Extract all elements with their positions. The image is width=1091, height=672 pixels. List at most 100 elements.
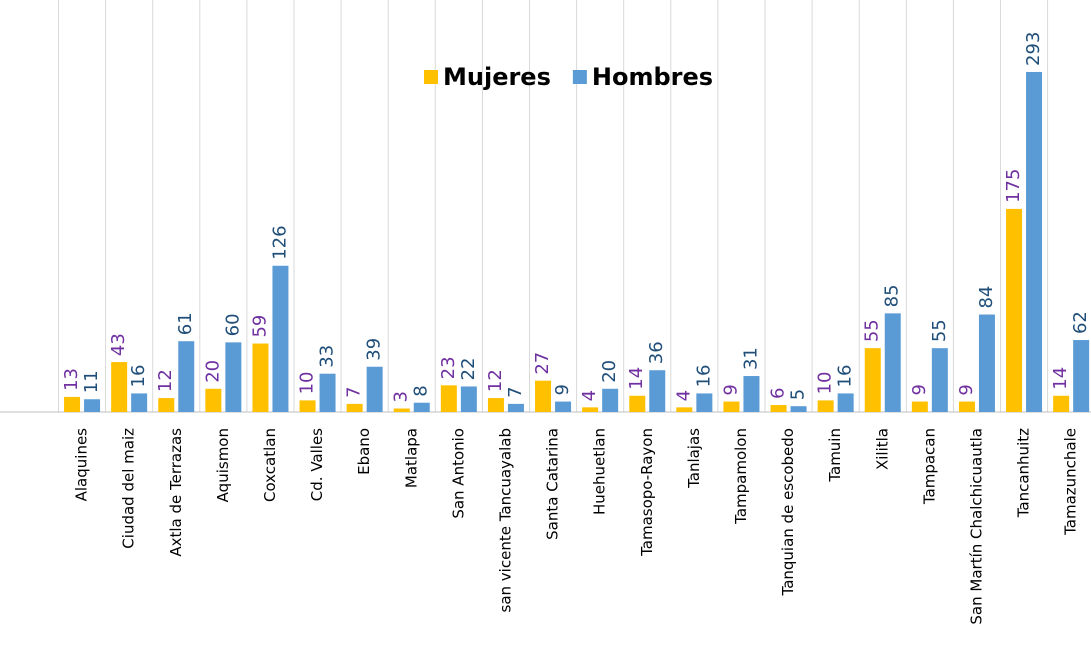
bar: [1073, 340, 1090, 412]
data-label: 9: [552, 384, 573, 395]
x-tick-label: Cd. Valles: [308, 428, 326, 501]
data-label: 7: [505, 386, 526, 397]
x-tick-label: Tampamolon: [732, 428, 750, 525]
bar: [225, 342, 242, 412]
data-label: 22: [458, 358, 479, 381]
x-tick-label: Ebano: [355, 428, 373, 475]
data-label: 16: [835, 365, 856, 388]
bar: [931, 348, 948, 412]
data-label: 27: [532, 352, 553, 375]
bar: [817, 400, 834, 412]
bar: [837, 393, 854, 412]
bar: [1026, 71, 1043, 413]
x-tick-label: Huehuetlan: [591, 428, 609, 515]
data-label: 6: [768, 388, 789, 399]
data-label: 12: [485, 369, 506, 392]
x-tick-label: Tamasopo-Rayon: [638, 428, 656, 557]
bar: [649, 370, 666, 412]
data-label: 11: [81, 370, 102, 393]
bar: [440, 385, 457, 412]
x-tick-label: San Antonio: [449, 428, 467, 519]
bar: [64, 396, 81, 412]
legend: Mujeres Hombres: [424, 63, 713, 91]
data-label: 14: [1050, 367, 1071, 390]
data-label: 31: [740, 347, 761, 370]
data-label: 85: [882, 284, 903, 307]
bar: [958, 401, 975, 412]
bar: [131, 393, 148, 412]
bar: [602, 388, 619, 412]
data-label: 9: [720, 384, 741, 395]
bar: [111, 362, 128, 412]
x-tick-label: Tamazunchale: [1062, 428, 1080, 536]
x-tick-label: San Martín Chalchicuautla: [967, 428, 985, 625]
data-label: 39: [364, 338, 385, 361]
data-label: 16: [128, 365, 149, 388]
data-label: 7: [344, 386, 365, 397]
bar: [676, 407, 693, 412]
bar: [911, 401, 928, 412]
data-label: 12: [155, 369, 176, 392]
bar: [864, 348, 881, 412]
bar: [1006, 208, 1023, 412]
legend-swatch: [424, 70, 438, 84]
data-label: 9: [956, 384, 977, 395]
data-label: 20: [202, 360, 223, 383]
x-tick-label: Axtla de Terrazas: [167, 428, 185, 557]
bar: [205, 388, 222, 412]
bar: [272, 265, 289, 412]
data-label: 8: [411, 385, 432, 396]
data-label: 20: [599, 360, 620, 383]
bar: [413, 402, 430, 412]
x-tick-label: Tampacan: [920, 428, 938, 505]
bar: [555, 401, 572, 412]
data-label: 126: [269, 225, 290, 259]
data-label: 61: [175, 312, 196, 335]
legend-swatch: [572, 70, 587, 84]
bar: [790, 406, 807, 412]
data-label: 10: [297, 371, 318, 394]
bar: [84, 399, 101, 412]
bar: [252, 343, 269, 412]
x-tick-label: Coxcatlan: [261, 428, 279, 502]
data-label: 14: [626, 367, 647, 390]
data-label: 33: [317, 345, 338, 368]
bar: [460, 386, 477, 412]
bar: [299, 400, 316, 412]
data-label: 36: [646, 341, 667, 364]
bar: [366, 366, 383, 412]
bar: [158, 398, 175, 412]
bar: [629, 395, 646, 412]
data-label: 59: [249, 315, 270, 338]
data-label: 3: [391, 391, 412, 402]
bar: [770, 405, 787, 412]
x-tick-label: san vicente Tancuayalab: [496, 428, 514, 612]
bar: [487, 398, 504, 412]
x-tick-label: Aquismon: [214, 428, 232, 502]
bar: [507, 403, 524, 412]
data-label: 55: [862, 319, 883, 342]
data-label: 62: [1070, 311, 1091, 334]
data-label: 84: [976, 286, 997, 309]
data-label: 13: [61, 368, 82, 391]
bar: [696, 393, 713, 412]
data-label: 4: [579, 390, 600, 401]
data-label: 55: [929, 319, 950, 342]
legend-label: Mujeres: [443, 63, 551, 91]
x-tick-label: Tancanhuitz: [1015, 428, 1033, 518]
data-label: 23: [438, 356, 459, 379]
data-label: 60: [222, 313, 243, 336]
x-tick-label: Xilitla: [873, 428, 891, 470]
x-tick-label: Ciudad del maiz: [120, 428, 138, 549]
bar: [723, 401, 740, 412]
data-label: 175: [1003, 169, 1024, 203]
bar: [178, 341, 195, 412]
bar: [978, 314, 995, 412]
bar: [743, 376, 760, 412]
x-tick-label: Tamuin: [826, 428, 844, 483]
bar: [884, 313, 901, 412]
bar: [535, 380, 552, 412]
bar: [319, 373, 336, 412]
data-label: 10: [815, 371, 836, 394]
